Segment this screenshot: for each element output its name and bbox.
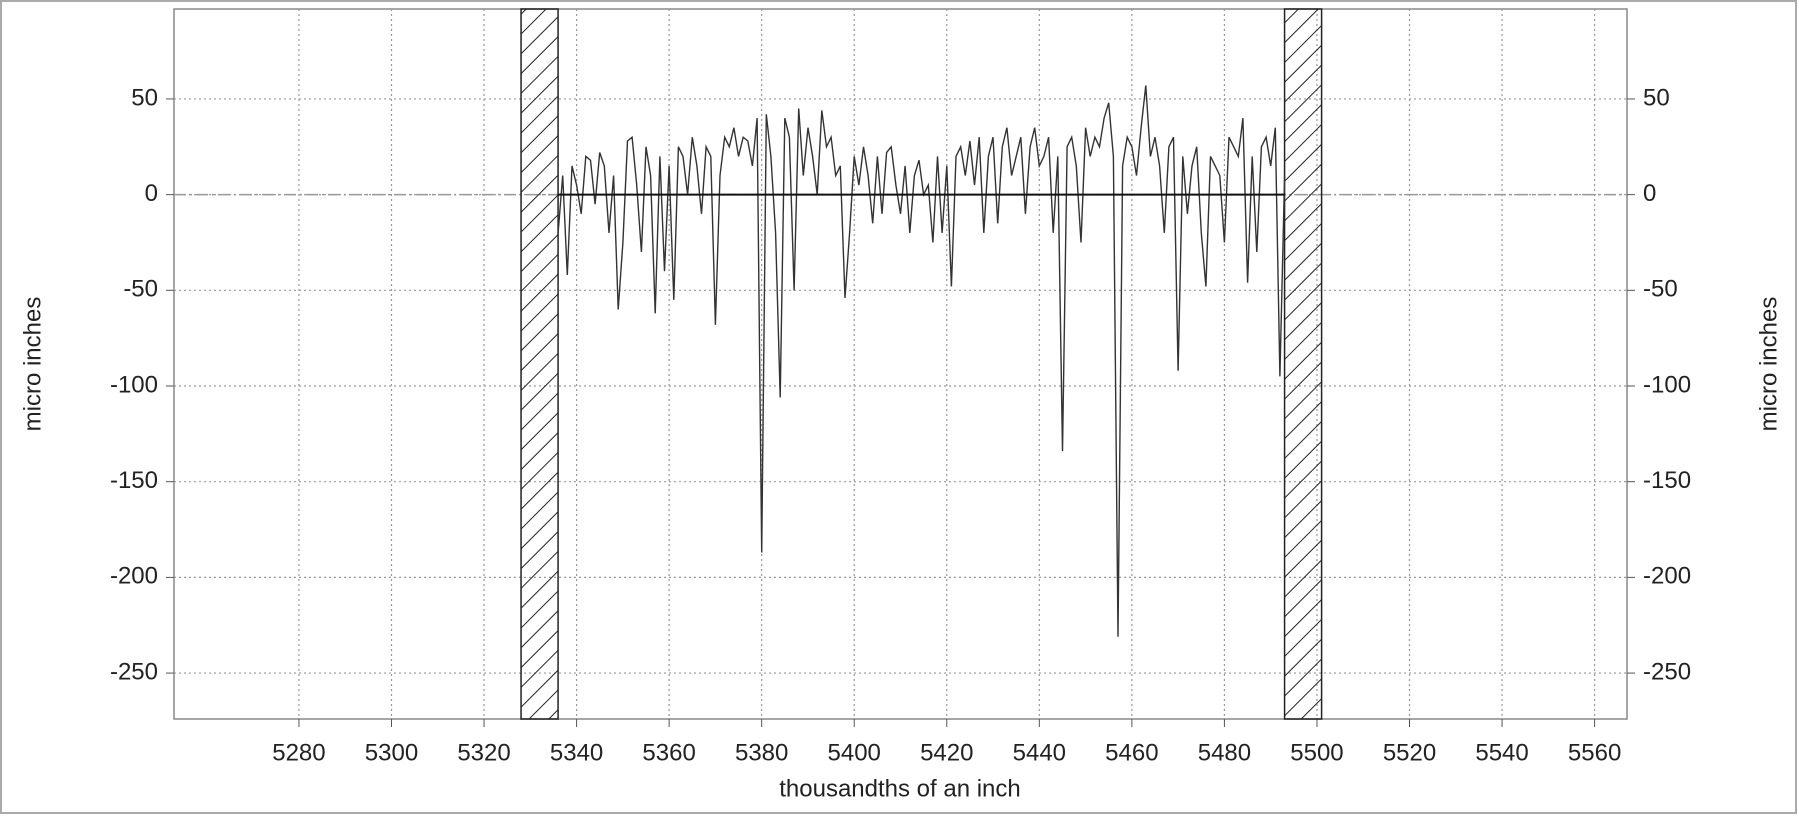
- x-tick-label: 5320: [457, 739, 510, 766]
- y-tick-label: -50: [123, 276, 158, 303]
- x-tick-label: 5340: [550, 739, 603, 766]
- y2-tick-label: -250: [1643, 658, 1691, 685]
- x-tick-label: 5380: [735, 739, 788, 766]
- y2-tick-label: -50: [1643, 276, 1678, 303]
- x-tick-label: 5460: [1105, 739, 1158, 766]
- x-tick-label: 5520: [1383, 739, 1436, 766]
- x-tick-label: 5300: [365, 739, 418, 766]
- x-tick-label: 5440: [1013, 739, 1066, 766]
- hatched-region: [520, 8, 559, 720]
- y-tick-label: -150: [110, 467, 158, 494]
- y2-tick-label: -200: [1643, 563, 1691, 590]
- plot-area: [166, 8, 1635, 727]
- x-tick-label: 5480: [1198, 739, 1251, 766]
- plot-frame: [173, 8, 1628, 720]
- x-tick-label: 5560: [1568, 739, 1621, 766]
- x-tick-label: 5420: [920, 739, 973, 766]
- y2-tick-label: 50: [1643, 84, 1670, 111]
- hatched-region: [1283, 8, 1323, 720]
- y2-tick-label: 0: [1643, 180, 1656, 207]
- x-axis-label: thousandths of an inch: [779, 775, 1021, 802]
- x-tick-label: 5360: [642, 739, 695, 766]
- y-tick-label: -250: [110, 658, 158, 685]
- y-tick-label: 0: [145, 180, 158, 207]
- y-axis-label: micro inches: [19, 297, 46, 432]
- x-tick-label: 5280: [272, 739, 325, 766]
- y2-axis-label: micro inches: [1755, 297, 1782, 432]
- y-tick-label: 50: [131, 84, 158, 111]
- y2-tick-label: -100: [1643, 371, 1691, 398]
- x-tick-label: 5400: [828, 739, 881, 766]
- data-line: [557, 85, 1286, 637]
- x-tick-label: 5540: [1475, 739, 1528, 766]
- x-tick-label: 5500: [1290, 739, 1343, 766]
- y-tick-label: -100: [110, 371, 158, 398]
- y-tick-label: -200: [110, 563, 158, 590]
- y2-tick-label: -150: [1643, 467, 1691, 494]
